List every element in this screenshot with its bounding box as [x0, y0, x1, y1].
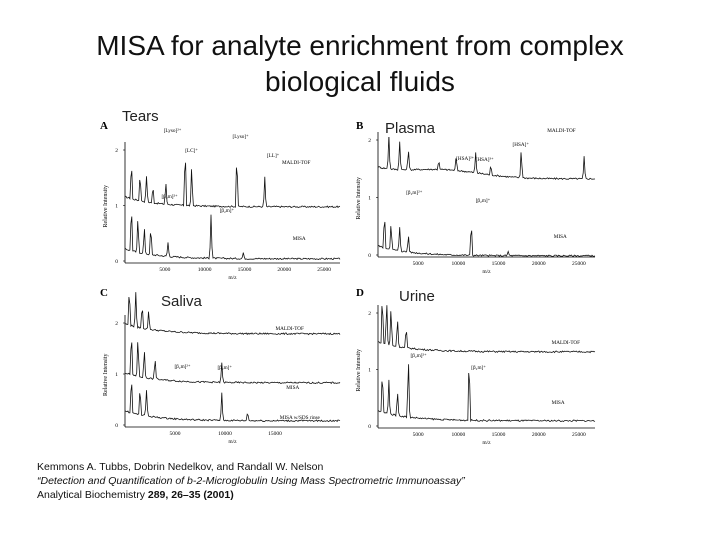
trace-label: MISA	[552, 400, 565, 406]
title-line-1: MISA for analyte enrichment from complex	[96, 30, 624, 61]
trace-label: MALDI-TOF	[547, 128, 576, 134]
spectrum-trace	[124, 292, 341, 336]
peak-label: [β₂m]⁺	[476, 198, 491, 204]
peak-label: [LC]⁺	[185, 148, 198, 154]
y-tick-label: 2	[115, 148, 118, 154]
peak-label: [β₂m]⁺	[471, 365, 486, 371]
panel-c-caption: Saliva	[158, 293, 205, 310]
x-axis-label: m/z	[482, 269, 491, 275]
x-axis-label: m/z	[228, 439, 237, 445]
axes	[124, 142, 340, 264]
axes	[124, 315, 340, 428]
x-tick-label: 5000	[170, 431, 181, 437]
trace-label: MISA w/SDS rinse	[280, 415, 321, 421]
spectrum-trace	[377, 221, 596, 258]
spectrum-trace	[124, 162, 341, 209]
panel-a-caption: Tears	[119, 108, 162, 125]
peak-label: [β₂m]²⁺	[406, 190, 422, 196]
peak-label: [Lyso]²⁺	[164, 128, 182, 134]
trace-label: MISA	[293, 236, 306, 242]
y-axis-label: Relative Intensity	[103, 354, 109, 397]
x-tick-label: 10000	[218, 431, 232, 437]
spectrum-trace	[124, 384, 341, 423]
peak-label: [LL]⁺	[267, 153, 280, 159]
y-tick-label: 1	[368, 196, 371, 202]
spectrum-trace	[377, 134, 596, 181]
citation-article-title: “Detection and Quantification of b-2-Mic…	[37, 475, 465, 487]
panel-b-spectrum: Relative Intensity 2 1 0 5000 10000 15000 20000…	[356, 128, 596, 275]
x-tick-label: 5000	[159, 267, 170, 273]
peak-label: [HSA]²⁺	[456, 156, 474, 162]
peak-label: [β₂m]⁺	[217, 365, 232, 371]
x-tick-label: 20000	[532, 261, 546, 267]
citation-authors: Kemmons A. Tubbs, Dobrin Nedelkov, and R…	[37, 461, 324, 473]
peak-label: [β₂m]²⁺	[411, 353, 427, 359]
y-tick-label: 0	[115, 423, 118, 429]
y-axis-label: Relative Intensity	[356, 349, 362, 392]
spectrum-trace	[377, 305, 596, 354]
axes	[377, 305, 595, 429]
peak-label: [β₂m]²⁺	[174, 364, 190, 370]
y-tick-label: 0	[368, 253, 371, 259]
citation-journal: Analytical Biochemistry	[37, 489, 145, 501]
y-tick-label: 2	[368, 311, 371, 317]
panel-d-caption: Urine	[396, 288, 438, 305]
x-tick-label: 15000	[492, 432, 506, 438]
y-tick-label: 0	[368, 424, 371, 430]
peak-label: [HSA]³⁺	[476, 157, 494, 163]
x-tick-label: 10000	[451, 261, 465, 267]
peak-label: [β₂m]⁺	[220, 208, 235, 214]
x-tick-label: 25000	[572, 432, 586, 438]
peak-label: [HSA]⁺	[513, 142, 530, 148]
x-tick-label: 15000	[492, 261, 506, 267]
axes	[377, 132, 595, 258]
x-tick-label: 10000	[451, 432, 465, 438]
y-tick-label: 1	[115, 372, 118, 378]
trace-label: MALDI-TOF	[282, 160, 311, 166]
y-tick-label: 2	[368, 138, 371, 144]
citation: Kemmons A. Tubbs, Dobrin Nedelkov, and R…	[37, 460, 465, 502]
trace-label: MALDI-TOF	[552, 340, 581, 346]
x-tick-label: 10000	[198, 267, 212, 273]
panel-a-spectrum: Relative Intensity 2 1 0 5000 10000 15000 20000…	[103, 128, 341, 281]
trace-label: MISA	[554, 234, 567, 240]
x-tick-label: 25000	[317, 267, 331, 273]
y-tick-label: 2	[115, 321, 118, 327]
trace-label: MISA	[286, 385, 299, 391]
spectrum-trace	[377, 364, 596, 423]
x-axis-label: m/z	[482, 440, 491, 446]
panel-b-caption: Plasma	[382, 120, 439, 137]
x-tick-label: 15000	[238, 267, 252, 273]
panel-d-letter: D	[356, 287, 364, 299]
y-axis-label: Relative Intensity	[356, 177, 362, 220]
citation-volume-pages: 289, 26–35 (2001)	[147, 489, 234, 501]
spectrum-trace	[124, 342, 341, 385]
x-tick-label: 5000	[413, 261, 424, 267]
title-line-2: biological fluids	[265, 66, 455, 97]
panel-b-letter: B	[356, 120, 364, 132]
peak-label: [Lyso]⁺	[233, 134, 250, 140]
panel-c-letter: C	[100, 287, 108, 299]
panel-a-letter: A	[100, 120, 108, 132]
x-tick-label: 5000	[413, 432, 424, 438]
x-tick-label: 20000	[532, 432, 546, 438]
peak-label: [β₂m]²⁺	[162, 194, 178, 200]
y-tick-label: 1	[115, 204, 118, 210]
citation-journal-line: Analytical Biochemistry 289, 26–35 (2001…	[37, 488, 465, 502]
x-tick-label: 15000	[268, 431, 282, 437]
trace-label: MALDI-TOF	[276, 326, 305, 332]
y-tick-label: 1	[368, 368, 371, 374]
x-tick-label: 25000	[572, 261, 586, 267]
x-tick-label: 20000	[277, 267, 291, 273]
panel-d-spectrum: Relative Intensity 2 1 0 5000 10000 15000 20000…	[356, 305, 596, 446]
slide-title: MISA for analyte enrichment from complex…	[0, 28, 720, 100]
y-axis-label: Relative Intensity	[103, 185, 109, 228]
y-tick-label: 0	[115, 259, 118, 265]
spectrum-trace	[124, 214, 341, 261]
x-axis-label: m/z	[228, 275, 237, 281]
panel-c-spectrum: Relative Intensity 2 1 0 5000 10000 15000 m/z MA…	[103, 292, 341, 445]
